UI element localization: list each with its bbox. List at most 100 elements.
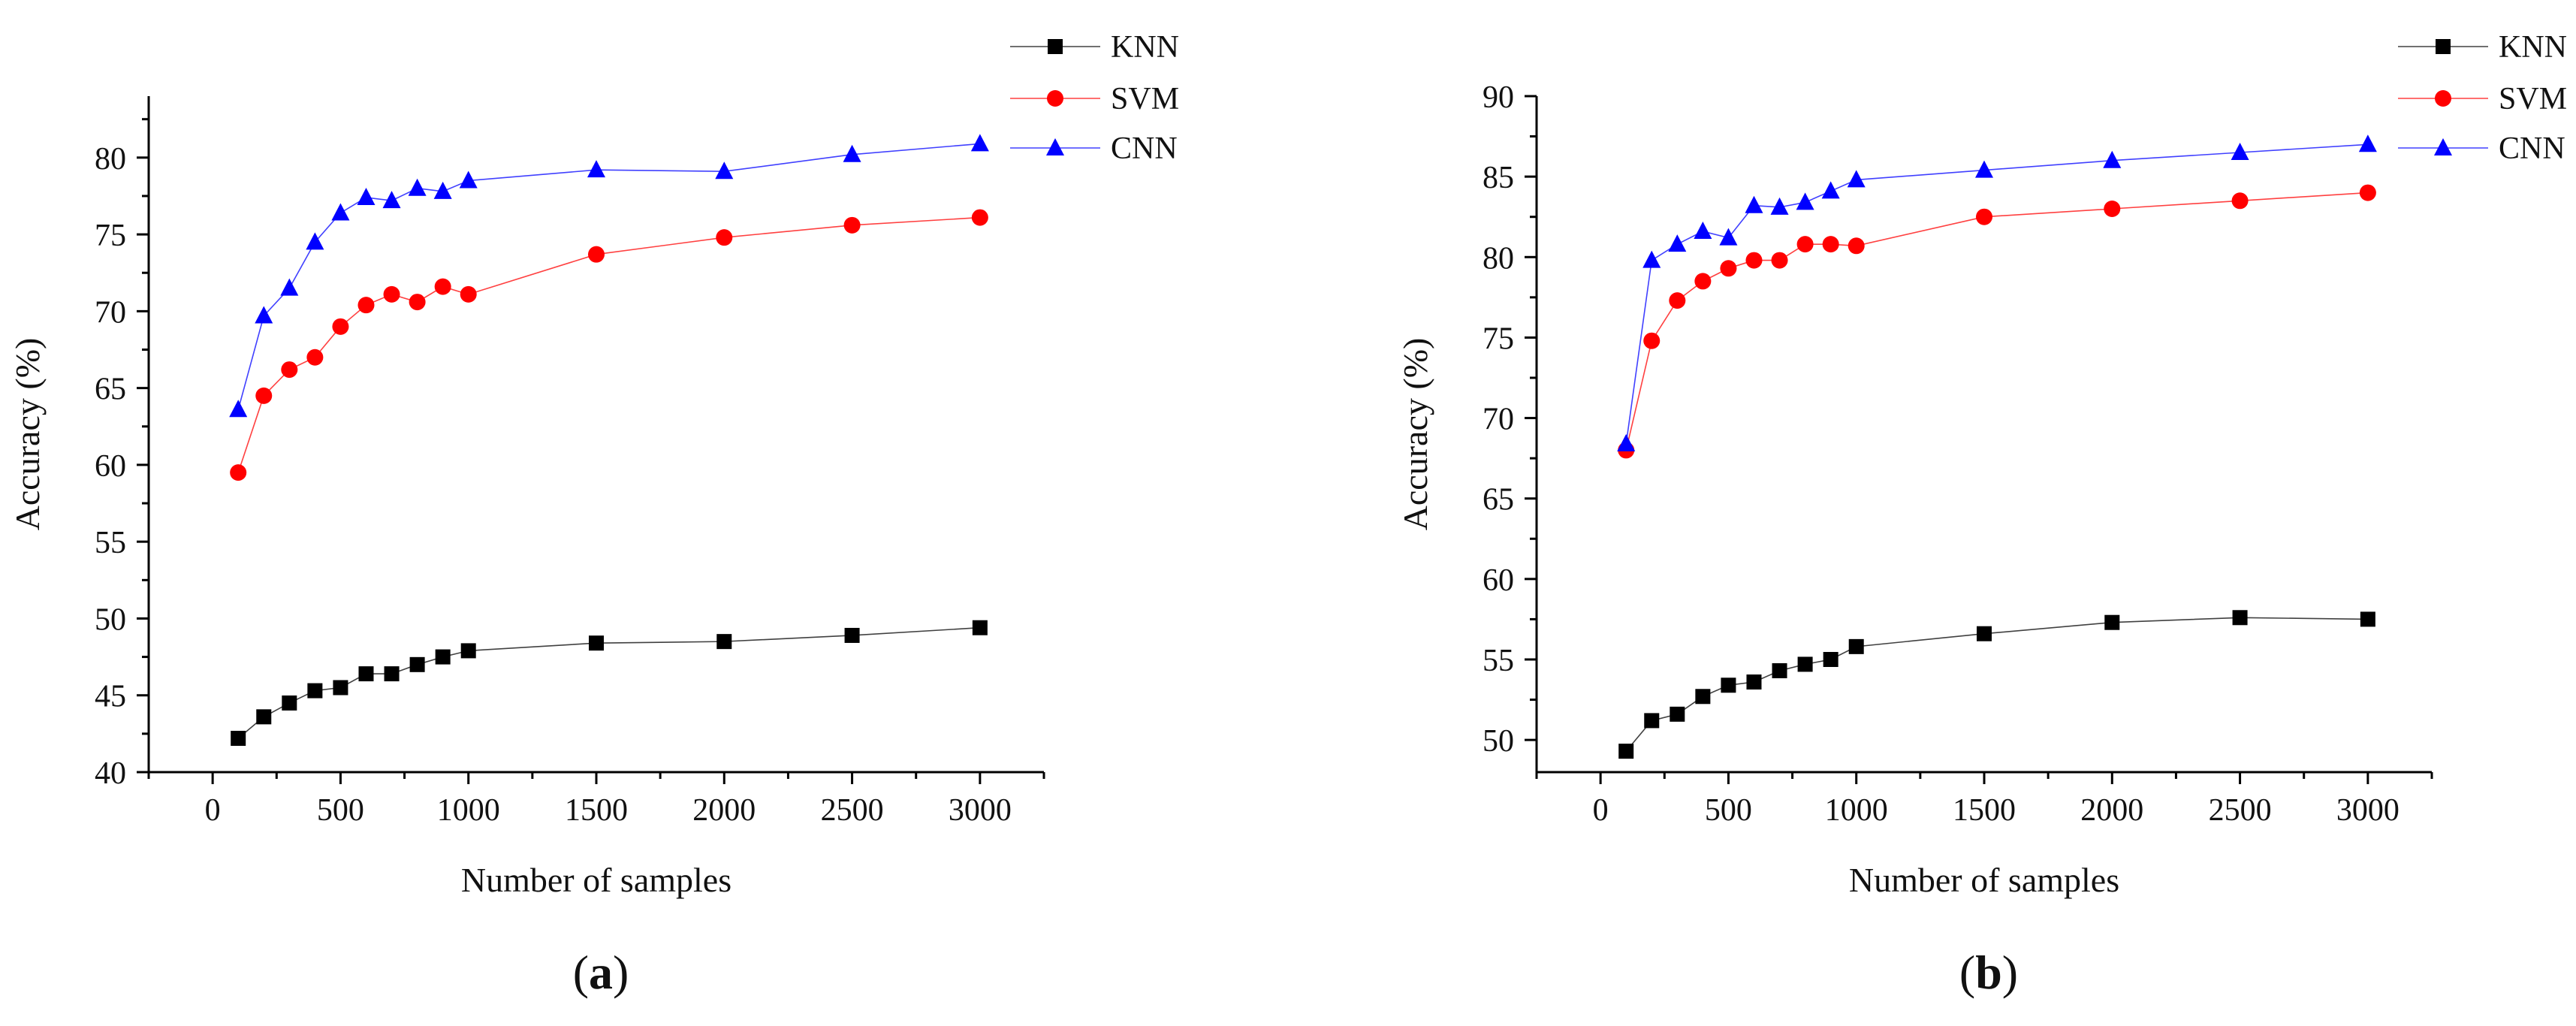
x-tick-label: 2500 [2209,793,2272,828]
y-tick-label: 80 [1483,241,1514,276]
data-point-knn [460,643,476,659]
x-tick-label: 1500 [565,793,628,828]
data-point-svm [306,349,324,366]
data-point-cnn [1975,160,1993,178]
data-point-knn [716,634,732,650]
data-point-cnn [357,188,376,205]
panel-letter: b [1975,946,2002,999]
y-tick-label: 55 [1483,644,1514,678]
y-tick-label: 60 [95,449,126,484]
data-point-cnn [1719,228,1738,246]
legend-marker-svm [1047,90,1063,107]
data-point-svm [1745,252,1763,269]
data-point-cnn [255,306,273,324]
data-point-knn [2360,611,2375,627]
data-point-cnn [1770,197,1789,215]
data-point-svm [2104,201,2121,217]
x-tick-label: 2000 [2080,793,2143,828]
data-point-cnn [1847,170,1866,188]
data-point-cnn [2358,134,2377,152]
y-tick-label: 65 [1483,483,1514,518]
data-point-svm [2231,192,2249,210]
y-tick-label: 70 [1483,403,1514,437]
data-point-svm [383,285,400,303]
legend-label-knn: KNN [1111,30,1179,65]
data-point-cnn [433,181,452,199]
data-point-knn [435,649,451,665]
chart-panel-a: 0 500 1000 1500 2000 2500 3000 40 45 50 55 60 65 70 75… [8,30,1179,999]
panel-label: (b) [1959,946,2018,999]
data-point-cnn [715,161,734,180]
data-point-cnn [408,178,427,196]
x-tick-label: 0 [205,793,221,828]
x-tick-label: 1000 [437,793,500,828]
legend-marker-cnn [2434,138,2452,155]
x-axis-title: Number of samples [1849,861,2119,899]
data-point-svm [1771,252,1788,269]
data-point-knn [256,709,272,725]
data-point-svm [460,285,477,303]
legend-marker-svm [2435,90,2451,107]
y-tick-label: 60 [1483,563,1514,598]
y-tick-label: 45 [95,680,126,714]
data-point-knn [409,656,425,672]
data-point-svm [843,216,861,234]
y-tick-label: 55 [95,526,126,560]
data-point-svm [1976,208,1992,225]
x-tick-label: 2000 [692,793,756,828]
data-point-cnn [1745,195,1763,213]
y-tick-label: 90 [1483,80,1514,115]
data-point-knn [1977,626,1992,641]
data-point-svm [1848,237,1865,255]
x-tick-label: 3000 [2336,793,2400,828]
data-point-cnn [306,232,324,250]
data-point-svm [1694,273,1712,290]
data-point-svm [434,278,451,295]
data-point-knn [282,695,297,711]
data-point-cnn [587,160,605,178]
data-point-svm [1796,236,1814,253]
legend-label-knn: KNN [2499,30,2567,65]
data-point-knn [1670,706,1685,722]
chart-panel-b: 0 500 1000 1500 2000 2500 3000 50 55 60 65 70 75 80 85… [1396,30,2567,999]
data-point-cnn [1694,222,1712,239]
data-point-svm [716,229,733,246]
data-point-svm [2359,184,2376,201]
data-point-knn [1797,656,1813,672]
x-tick-label: 1500 [1953,793,2016,828]
data-point-cnn [331,203,350,221]
data-point-cnn [2231,143,2249,160]
data-point-knn [1772,663,1787,678]
data-point-cnn [1821,181,1840,199]
data-point-svm [230,464,247,481]
chart-panels: 0 500 1000 1500 2000 2500 30004045505560657075… [8,30,2567,999]
data-point-knn [2232,610,2248,626]
legend-label-cnn: CNN [2499,131,2565,166]
data-point-svm [332,318,349,335]
x-tick-label: 0 [1593,793,1609,828]
data-point-knn [2104,614,2120,630]
data-point-cnn [1617,433,1636,451]
data-point-cnn [970,134,989,152]
data-point-knn [231,731,246,746]
data-point-cnn [1668,234,1687,252]
data-point-cnn [1642,250,1661,268]
data-point-knn [1644,713,1660,729]
y-tick-label: 80 [95,142,126,177]
x-tick-label: 3000 [949,793,1012,828]
data-point-knn [1823,652,1838,667]
y-tick-label: 65 [95,373,126,407]
panel-label: (a) [573,946,629,999]
data-point-svm [1669,292,1686,309]
legend-marker-knn [2436,39,2451,54]
x-tick-label: 2500 [821,793,884,828]
y-axis-title: Accuracy (%) [1396,338,1434,531]
data-point-svm [1822,236,1839,253]
data-point-knn [844,627,860,643]
data-point-knn [972,620,988,635]
data-point-svm [971,209,988,226]
data-point-svm [1643,332,1661,349]
data-point-svm [357,297,375,314]
data-point-cnn [229,400,248,418]
